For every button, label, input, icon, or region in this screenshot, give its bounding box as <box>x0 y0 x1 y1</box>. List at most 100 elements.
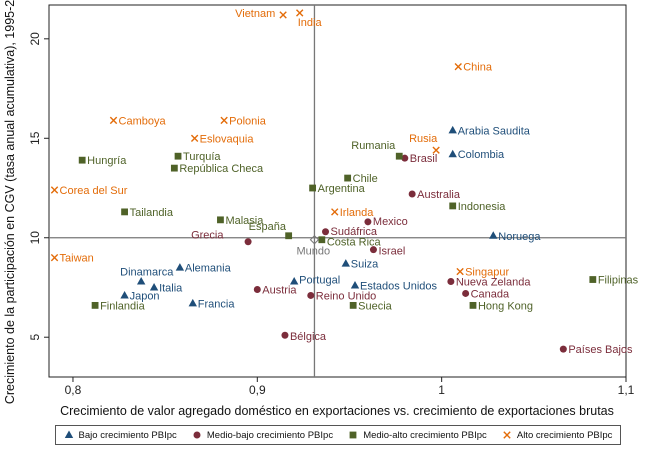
x-tick-label: 0,9 <box>249 383 266 397</box>
point-label: Colombia <box>458 149 505 161</box>
point-square <box>174 152 182 160</box>
point-circle <box>281 331 289 339</box>
point-label: Costa Rica <box>327 237 382 249</box>
point-label: República Checa <box>179 163 264 175</box>
x-axis-ticks: 0,8 0,9 1 1,1 <box>65 377 635 397</box>
point-label: Malasia <box>225 215 264 227</box>
point-x <box>456 267 464 276</box>
point-triangle <box>448 149 457 158</box>
point-label: Taiwan <box>60 253 94 265</box>
point-label: Rusia <box>409 133 438 145</box>
point-square <box>318 236 326 244</box>
y-tick-label: 5 <box>28 334 42 341</box>
legend-item: Alto crecimiento PBIpc <box>502 430 612 441</box>
point-label: Vietnam <box>235 8 275 20</box>
point-label: Arabia Saudita <box>458 125 531 137</box>
point-label: Francia <box>198 298 236 310</box>
point-x <box>50 186 59 194</box>
point-label: Tailandia <box>130 207 174 219</box>
plot-area <box>48 4 627 378</box>
point-x <box>109 116 118 125</box>
point-label: Bélgica <box>290 331 327 343</box>
point-label: Alemania <box>185 263 232 275</box>
point-square <box>78 156 86 164</box>
point-circle <box>447 278 455 286</box>
point-square <box>469 301 477 309</box>
point-label: Reino Unido <box>316 290 377 302</box>
point-square <box>285 232 293 240</box>
y-axis-ticks: 5 10 15 20 <box>28 32 49 341</box>
y-tick-label: 15 <box>28 131 42 145</box>
legend-symbol <box>503 431 511 439</box>
legend-label: Bajo crecimiento PBIpc <box>78 429 177 441</box>
point-triangle <box>149 282 159 291</box>
x-tick-label: 1,1 <box>618 383 635 397</box>
point-x <box>331 208 339 216</box>
point-label: Países Bajos <box>568 344 633 356</box>
point-label: Brasil <box>410 153 438 165</box>
point-x <box>432 146 440 154</box>
point-x <box>454 62 462 71</box>
legend-item: Medio-bajo crecimiento PBIpc <box>192 430 333 441</box>
point-label: Suecia <box>358 300 393 312</box>
point-label: Chile <box>353 173 378 185</box>
point-x <box>190 134 199 142</box>
point-label: Canada <box>471 288 510 300</box>
legend-symbol <box>64 430 73 438</box>
point-label: España <box>249 221 287 233</box>
point-circle <box>253 285 261 293</box>
point-label: China <box>463 62 493 74</box>
point-triangle <box>188 298 197 307</box>
legend-symbol <box>349 431 357 439</box>
legend-label: Medio-alto crecimiento PBIpc <box>363 429 487 441</box>
point-square <box>217 216 224 224</box>
point-triangle <box>120 290 129 299</box>
point-square <box>91 301 99 309</box>
point-circle <box>322 228 330 236</box>
point-label: Suiza <box>351 259 379 271</box>
point-label: Estados Unidos <box>360 280 438 292</box>
point-square <box>349 301 357 309</box>
point-x <box>220 116 228 125</box>
point-label: Eslovaquia <box>200 133 255 145</box>
x-axis-title: Crecimiento de valor agregado doméstico … <box>60 404 614 418</box>
point-label: Indonesia <box>458 201 507 213</box>
point-label: Camboya <box>119 115 167 127</box>
point-label: Singapur <box>465 267 509 279</box>
point-square <box>589 276 597 283</box>
point-triangle <box>350 280 360 289</box>
x-tick-label: 1 <box>438 383 445 397</box>
x-tick-label: 0,8 <box>65 383 82 397</box>
point-label: Filipinas <box>598 275 639 287</box>
point-square <box>170 164 178 172</box>
point-label: Japon <box>130 290 160 302</box>
legend-label: Medio-bajo crecimiento PBIpc <box>206 429 334 441</box>
legend-item: Bajo crecimiento PBIpc <box>64 430 177 441</box>
point-label: Israel <box>378 246 405 258</box>
point-label: Finlandia <box>100 300 146 312</box>
point-x <box>296 9 304 17</box>
point-label: Grecia <box>191 230 224 242</box>
point-circle <box>244 238 252 246</box>
point-label: Polonia <box>229 115 267 127</box>
point-triangle <box>448 125 457 134</box>
point-label: Argentina <box>318 183 366 195</box>
legend-item: Medio-alto crecimiento PBIpc <box>348 430 487 441</box>
point-label: Nueva Zelanda <box>456 277 531 289</box>
point-label: Dinamarca <box>120 267 174 279</box>
point-label: India <box>298 17 323 29</box>
legend: Bajo crecimiento PBIpc Medio-bajo crecimi… <box>55 425 621 445</box>
point-square <box>449 202 457 210</box>
point-circle <box>369 246 377 254</box>
point-label: Rumania <box>351 140 396 152</box>
point-labels: Arabia Saudita Colombia Noruega Suiza Aleman… <box>60 8 639 356</box>
point-square <box>344 174 352 182</box>
legend-marker-circle <box>193 431 201 439</box>
point-label: Hungría <box>87 155 127 167</box>
point-triangle <box>341 259 350 267</box>
point-label: Italia <box>159 282 183 294</box>
point-triangle <box>289 277 299 285</box>
point-label: Australia <box>417 189 461 201</box>
point-circle <box>364 218 372 226</box>
